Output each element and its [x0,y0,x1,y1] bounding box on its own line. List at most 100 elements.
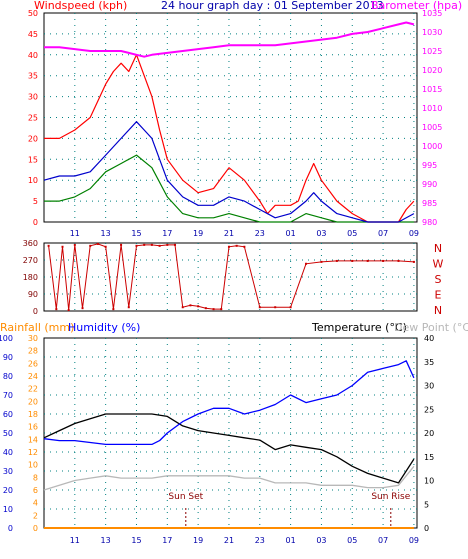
humidity-tick-label: 100 [0,334,13,343]
barometer-tick-label: 1005 [422,123,442,132]
temp-x-tick-label: 01 [286,536,296,545]
rainfall-axis-label: Rainfall (mm) [0,321,74,334]
rainfall-tick-label: 14 [28,435,38,444]
windspeed-tick-label: 35 [28,72,38,81]
wind-direction-point [258,306,261,309]
rainfall-tick-label: 0 [33,524,38,533]
temp-x-tick-label: 07 [378,536,388,545]
direction-panel-grid [44,243,417,311]
wind-direction-point [397,259,400,262]
wind-direction-point [150,243,153,246]
direction-tick-label: 360 [23,239,38,248]
direction-tick-label: 180 [23,273,38,282]
wind-x-tick-label: 13 [101,229,111,238]
temp-x-tick-label: 05 [347,536,357,545]
temperature-axis-label: Temperature (°C) [311,321,407,334]
direction-tick-label: 90 [28,290,38,299]
windspeed-tick-label: 30 [28,93,38,102]
wind-x-tick-label: 15 [131,229,141,238]
humidity-tick-label: 20 [3,486,13,495]
rainfall-tick-label: 22 [28,385,38,394]
wind-direction-point [412,260,415,263]
barometer-tick-label: 985 [422,199,437,208]
wind-direction-point [81,307,84,310]
barometer-tick-label: 1025 [422,47,442,56]
barometer-tick-label: 1000 [422,142,442,151]
series-avg-line [43,121,415,223]
wind-direction-point [166,243,169,246]
temp-x-tick-label: 13 [101,536,111,545]
wind-x-tick-label: 07 [378,229,388,238]
chart-title: 24 hour graph day : 01 September 2013 [161,0,384,12]
wind-direction-point [73,243,76,246]
temperature-tick-label: 25 [424,405,434,414]
barometer-tick-label: 980 [422,218,437,227]
compass-label: N [434,304,442,317]
barometer-y-ticks: 980 985 990 995 1000 1005 1010 1015 1020 1025 1030… [422,9,442,227]
rainfall-tick-label: 12 [28,448,38,457]
humidity-tick-label: 50 [3,429,13,438]
wind-direction-point [55,308,58,311]
rainfall-tick-label: 26 [28,359,38,368]
sun-set-label: Sun Set [168,492,203,502]
rainfall-tick-label: 24 [28,372,38,381]
temperature-tick-label: 5 [424,500,429,509]
windspeed-tick-label: 0 [33,218,38,227]
temp-x-tick-label: 19 [193,536,203,545]
wind-direction-point [67,309,70,312]
wind-direction-point [320,260,323,263]
temp-x-tick-label: 23 [255,536,265,545]
wind-direction-point [189,304,192,307]
temperature-tick-label: 30 [424,382,434,391]
windspeed-tick-label: 40 [28,51,38,60]
barometer-tick-label: 990 [422,180,437,189]
temp-x-tick-label: 17 [162,536,172,545]
rainfall-tick-label: 6 [33,486,38,495]
windspeed-tick-label: 15 [28,155,38,164]
wind-x-tick-label: 09 [409,229,419,238]
wind-direction-point [61,245,64,248]
wind-direction-point [305,262,308,265]
wind-direction-point [96,242,99,245]
compass-label: N [434,242,442,255]
wind-direction-point [197,305,200,308]
humidity-axis-label: Humidity (%) [68,321,140,334]
series-barometer-line [44,21,415,58]
rainfall-tick-label: 18 [28,410,38,419]
rainfall-tick-label: 2 [33,511,38,520]
temp-x-tick-label: 15 [131,536,141,545]
temp-x-tick-label: 03 [316,536,326,545]
wind-x-tick-label: 17 [162,229,172,238]
rainfall-tick-label: 4 [33,499,38,508]
direction-tick-label: 0 [33,307,38,316]
wind-x-ticks: 11 13 15 17 19 21 23 01 03 05 07 09 [70,229,419,238]
wind-direction-line [48,243,414,311]
wind-direction-point [181,306,184,309]
humidity-tick-label: 40 [3,448,13,457]
barometer-tick-label: 1015 [422,85,442,94]
direction-series [47,242,415,312]
wind-direction-point [220,308,223,311]
wind-direction-point [127,306,130,309]
wind-direction-point [104,245,107,248]
barometer-tick-label: 995 [422,161,437,170]
compass-label: S [435,273,442,286]
windspeed-tick-label: 50 [28,9,38,18]
wind-direction-point [143,243,146,246]
series-gust-line [44,54,415,223]
series-humidity-line [43,360,415,446]
temperature-tick-label: 0 [424,524,429,533]
wind-direction-point [47,244,50,247]
temp-x-tick-label: 09 [409,536,419,545]
windspeed-tick-label: 10 [28,176,38,185]
wind-direction-point [158,244,161,247]
humidity-tick-label: 60 [3,410,13,419]
rainfall-tick-label: 30 [28,334,38,343]
temperature-tick-label: 40 [424,334,434,343]
windspeed-tick-label: 25 [28,114,38,123]
wind-x-tick-label: 23 [255,229,265,238]
windspeed-y-ticks: 0 5 10 15 20 25 30 35 40 45 50 [28,9,38,227]
